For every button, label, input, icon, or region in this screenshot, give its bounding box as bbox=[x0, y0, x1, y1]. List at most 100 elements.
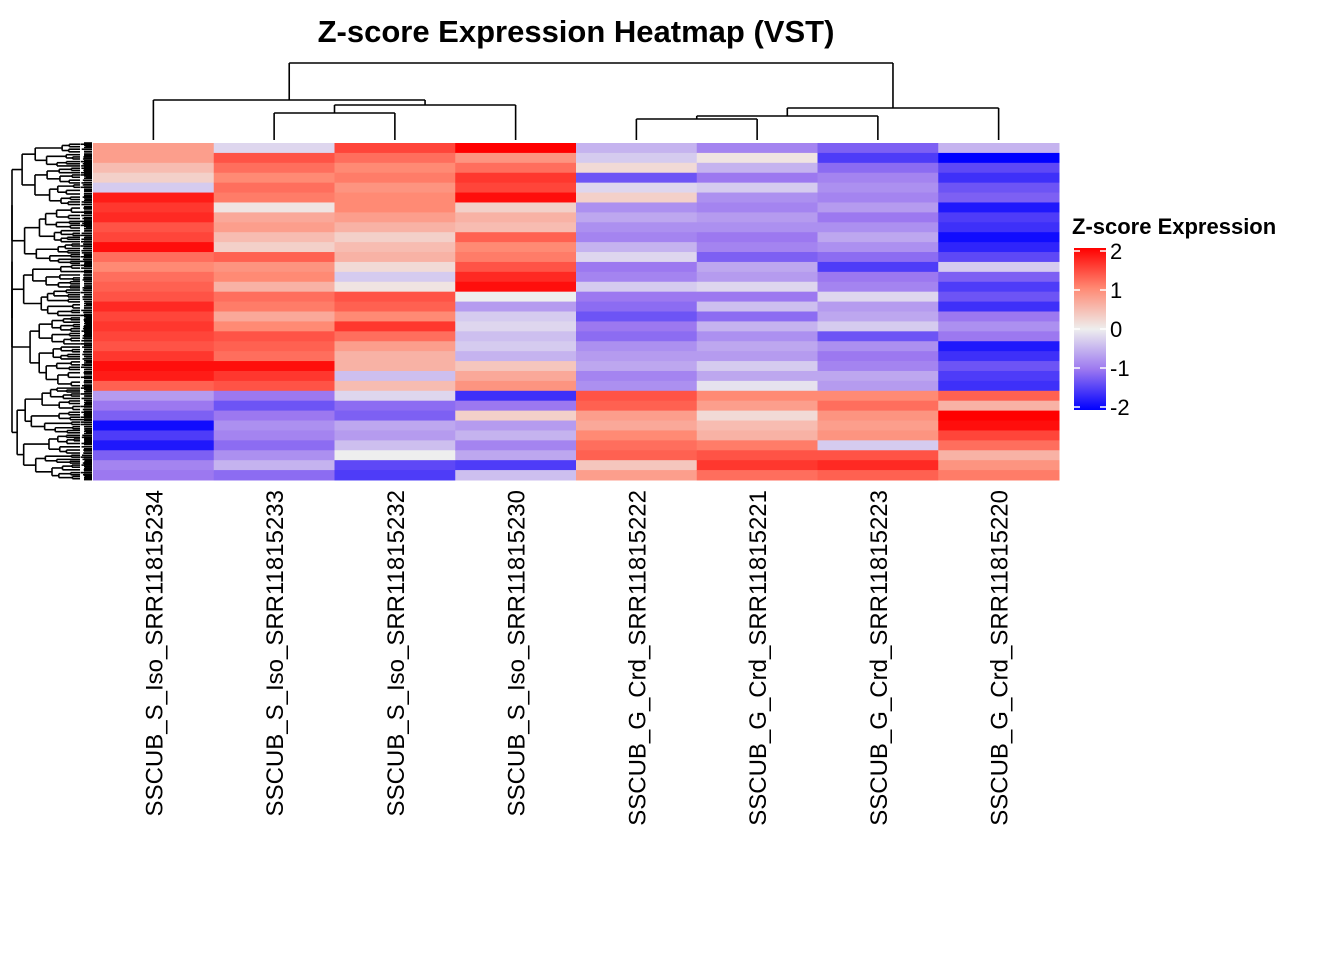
heatmap-cell bbox=[817, 162, 939, 174]
legend-tick-label: 2 bbox=[1110, 239, 1122, 264]
heatmap-cell bbox=[938, 271, 1060, 283]
heatmap-cell bbox=[938, 470, 1060, 481]
heatmap-cell bbox=[455, 341, 577, 352]
legend-title: Z-score Expression bbox=[1072, 214, 1276, 239]
heatmap-cell bbox=[213, 182, 335, 194]
heatmap-cell bbox=[213, 460, 335, 471]
heatmap-cell bbox=[817, 152, 939, 164]
heatmap-cell bbox=[455, 390, 577, 402]
heatmap-cell bbox=[696, 261, 818, 273]
heatmap-cell bbox=[696, 192, 818, 203]
heatmap-cell bbox=[334, 440, 456, 451]
heatmap-cell bbox=[576, 380, 698, 392]
heatmap-cell bbox=[93, 152, 215, 164]
heatmap-cell bbox=[938, 361, 1060, 372]
heatmap-cell bbox=[93, 281, 215, 293]
heatmap-cell bbox=[334, 341, 456, 352]
heatmap-cell bbox=[334, 192, 456, 203]
heatmap-cell bbox=[938, 261, 1060, 273]
heatmap-cell bbox=[93, 331, 215, 342]
legend-tick-label: -2 bbox=[1110, 395, 1130, 420]
heatmap-cell bbox=[817, 202, 939, 213]
heatmap-cell bbox=[334, 281, 456, 293]
heatmap-cell bbox=[93, 172, 215, 184]
heatmap-cell bbox=[455, 261, 577, 273]
heatmap-cell bbox=[576, 341, 698, 352]
heatmap-cell bbox=[334, 252, 456, 263]
heatmap-cell bbox=[576, 232, 698, 243]
heatmap-cell bbox=[696, 370, 818, 382]
heatmap-cell bbox=[696, 212, 818, 223]
heatmap-cell bbox=[817, 271, 939, 283]
heatmap-cell bbox=[938, 222, 1060, 233]
heatmap-cell bbox=[817, 430, 939, 441]
heatmap-cell bbox=[817, 341, 939, 352]
heatmap-cell bbox=[817, 390, 939, 402]
heatmap-cell bbox=[93, 380, 215, 392]
heatmap-cell bbox=[576, 242, 698, 253]
heatmap-cell bbox=[455, 242, 577, 253]
heatmap-cell bbox=[213, 271, 335, 283]
heatmap-cell bbox=[576, 182, 698, 194]
heatmap-cell bbox=[334, 311, 456, 322]
heatmap-cell bbox=[213, 341, 335, 352]
heatmap-cell bbox=[938, 172, 1060, 184]
heatmap-cell bbox=[576, 162, 698, 174]
heatmap-cell bbox=[93, 440, 215, 451]
heatmap-cell bbox=[696, 281, 818, 293]
heatmap-cell bbox=[938, 311, 1060, 322]
heatmap-cell bbox=[576, 152, 698, 164]
heatmap-cell bbox=[576, 420, 698, 431]
heatmap-cell bbox=[817, 143, 939, 154]
heatmap-cell bbox=[93, 261, 215, 273]
heatmap-cell bbox=[696, 400, 818, 412]
heatmap-cell bbox=[455, 301, 577, 312]
heatmap-cell bbox=[696, 271, 818, 283]
heatmap-cell bbox=[938, 202, 1060, 213]
heatmap-cell bbox=[334, 152, 456, 164]
heatmap-cell bbox=[213, 361, 335, 372]
heatmap-cell bbox=[93, 410, 215, 422]
heatmap-cell bbox=[938, 380, 1060, 392]
heatmap-cell bbox=[576, 222, 698, 233]
heatmap-cell bbox=[938, 351, 1060, 362]
heatmap-cell bbox=[334, 390, 456, 402]
heatmap-cell bbox=[817, 261, 939, 273]
heatmap-cell bbox=[817, 222, 939, 233]
heatmap-cell bbox=[93, 252, 215, 263]
heatmap-cell bbox=[696, 341, 818, 352]
heatmap-cell bbox=[576, 291, 698, 303]
heatmap-cell bbox=[455, 271, 577, 283]
heatmap-cell bbox=[213, 172, 335, 184]
heatmap-cell bbox=[455, 400, 577, 412]
heatmap-cell bbox=[696, 232, 818, 243]
heatmap-cell bbox=[938, 430, 1060, 441]
heatmap-cell bbox=[576, 331, 698, 342]
heatmap-cell bbox=[213, 202, 335, 213]
heatmap-cell bbox=[938, 410, 1060, 422]
heatmap-cell bbox=[817, 252, 939, 263]
heatmap-cells bbox=[93, 143, 1060, 481]
heatmap-cell bbox=[455, 331, 577, 342]
heatmap-cell bbox=[696, 242, 818, 253]
heatmap-cell bbox=[938, 460, 1060, 471]
heatmap-cell bbox=[93, 341, 215, 352]
heatmap-cell bbox=[817, 440, 939, 451]
heatmap-cell bbox=[817, 301, 939, 312]
heatmap-cell bbox=[334, 261, 456, 273]
heatmap-cell bbox=[213, 162, 335, 174]
heatmap-cell bbox=[93, 143, 215, 154]
heatmap-cell bbox=[938, 212, 1060, 223]
heatmap-cell bbox=[696, 430, 818, 441]
heatmap-cell bbox=[576, 410, 698, 422]
column-label: SSCUB_G_Crd_SRR11815220 bbox=[987, 490, 1014, 826]
heatmap-cell bbox=[334, 222, 456, 233]
heatmap-cell bbox=[213, 232, 335, 243]
heatmap-cell bbox=[696, 252, 818, 263]
heatmap-cell bbox=[696, 450, 818, 461]
heatmap-cell bbox=[817, 460, 939, 471]
heatmap-cell bbox=[696, 172, 818, 184]
heatmap-cell bbox=[93, 390, 215, 402]
heatmap-cell bbox=[213, 152, 335, 164]
heatmap-cell bbox=[93, 212, 215, 223]
